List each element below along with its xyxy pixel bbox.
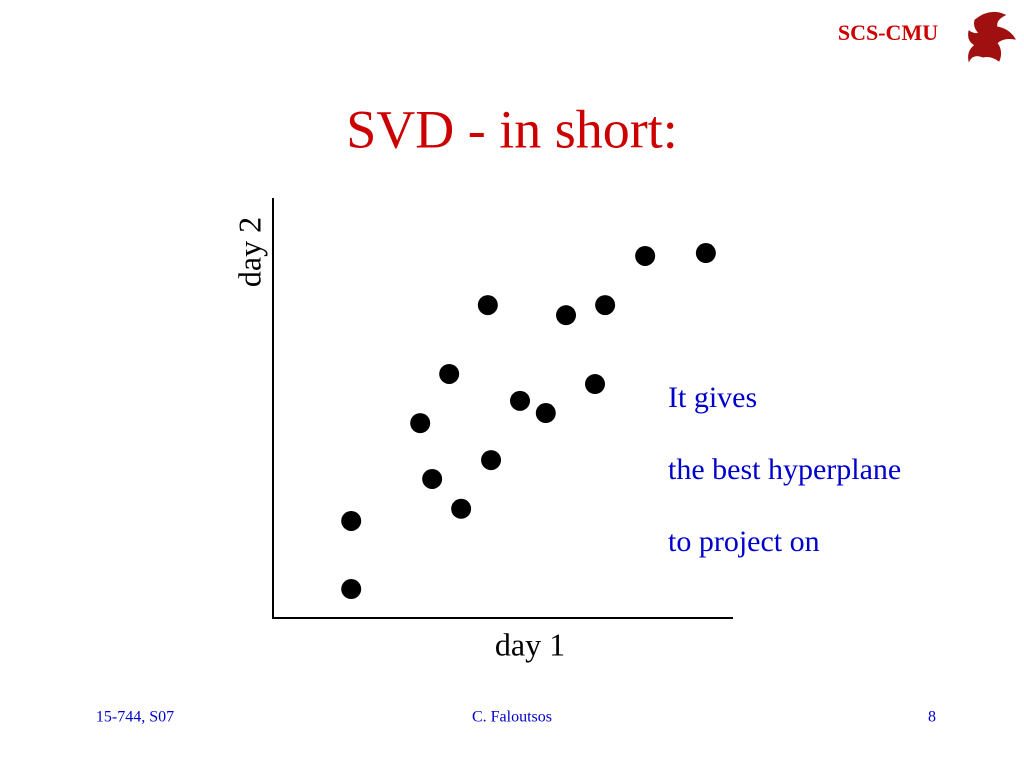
point — [510, 390, 531, 411]
brand: SCS-CMU — [838, 20, 938, 45]
point — [341, 510, 362, 531]
annotation-line: the best hyperplane — [668, 453, 901, 486]
point — [481, 450, 502, 471]
point — [439, 363, 460, 384]
point — [595, 295, 616, 316]
annotation-line: It gives — [668, 381, 757, 414]
footer-page: 8 — [928, 709, 936, 726]
point — [477, 295, 498, 316]
footer-course: 15-744, S07 — [96, 709, 174, 726]
point — [585, 374, 605, 395]
x-axis-label: day 1 — [495, 626, 565, 662]
annotation-line: to project on — [668, 525, 820, 558]
point — [535, 403, 556, 424]
footer-author: C. Faloutsos — [472, 709, 552, 726]
slide-title: SVD - in short: — [346, 99, 678, 159]
logo — [968, 11, 1016, 63]
point — [410, 413, 431, 434]
point — [341, 579, 362, 600]
point — [556, 305, 577, 326]
point — [695, 243, 716, 264]
point — [635, 245, 656, 266]
point — [451, 498, 472, 519]
point — [422, 468, 443, 489]
y-axis-label: day 2 — [231, 217, 267, 287]
